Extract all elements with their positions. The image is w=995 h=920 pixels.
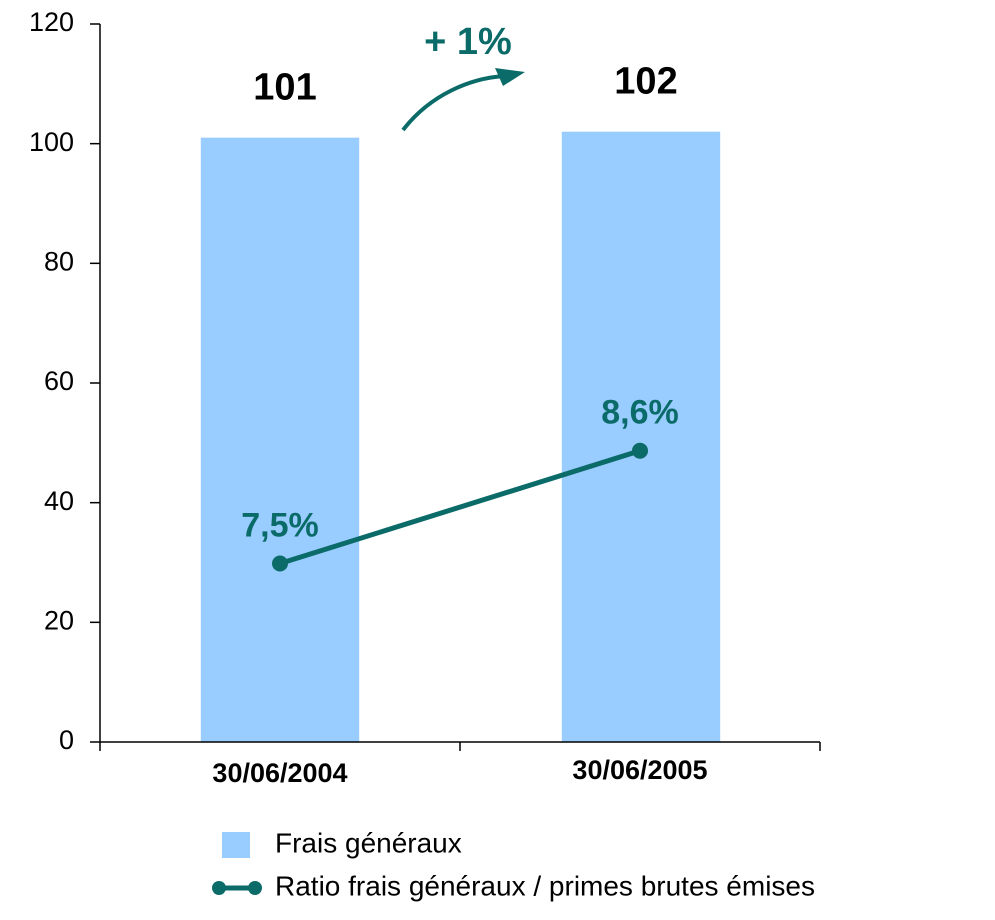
bar — [561, 131, 721, 742]
y-tick-label: 0 — [59, 725, 74, 755]
annotation: + 1% — [424, 21, 512, 63]
y-tick-label: 40 — [44, 486, 74, 516]
line-point — [632, 442, 648, 459]
annotation-arrow — [401, 74, 506, 132]
bar-value-label: 101 — [253, 67, 316, 109]
legend-label: Ratio frais généraux / primes brutes émi… — [275, 870, 815, 901]
line-value-label: 8,6% — [601, 394, 679, 432]
bar-value-label: 102 — [614, 61, 677, 103]
legend-dot — [212, 881, 226, 895]
y-tick-label: 20 — [44, 605, 74, 635]
line — [279, 448, 641, 566]
x-tick-label: 30/06/2004 — [212, 758, 347, 788]
x-tick-label: 30/06/2005 — [572, 755, 707, 785]
bar — [200, 137, 360, 742]
y-tick-label: 60 — [44, 366, 74, 396]
y-tick-label: 100 — [29, 127, 74, 157]
legend-label: Frais généraux — [275, 827, 462, 858]
line-point — [272, 555, 288, 572]
line-value-label: 7,5% — [241, 507, 319, 545]
y-tick-label: 80 — [44, 246, 74, 276]
legend-dot — [248, 881, 262, 895]
legend-swatch — [222, 832, 250, 858]
y-tick-label: 120 — [29, 7, 74, 37]
annotation-arrowhead — [495, 68, 525, 86]
